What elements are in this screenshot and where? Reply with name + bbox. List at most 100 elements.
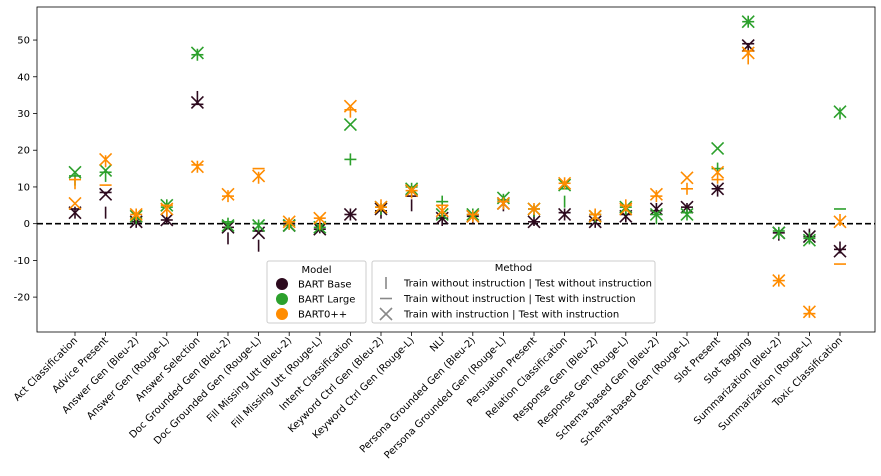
point-bart-base-x-stroke-b bbox=[558, 207, 572, 222]
point-bart-large-x bbox=[711, 141, 725, 155]
point-bart0--x-stroke-b bbox=[343, 99, 357, 113]
y-axis: -20 -10 0 10 20 30 40 50 bbox=[14, 36, 37, 304]
point-bart-base-x-stroke-b bbox=[833, 244, 847, 258]
point-bart0--x-stroke-b bbox=[99, 152, 113, 166]
point-bart0--x-stroke-b bbox=[680, 171, 694, 185]
point-bart-large-x bbox=[190, 46, 204, 60]
y-tick-label: -20 bbox=[14, 293, 30, 304]
point-bart-base-x-stroke-b bbox=[99, 187, 113, 201]
point-bart0--x bbox=[313, 211, 327, 225]
point-bart-base-x bbox=[711, 182, 725, 196]
point-bart0--x bbox=[833, 215, 847, 229]
x-tick-label: NLI bbox=[428, 335, 447, 354]
y-tick-label: 40 bbox=[17, 72, 30, 83]
point-bart0--x bbox=[558, 176, 572, 190]
point-bart0--x-stroke-b bbox=[802, 305, 816, 319]
point-bart0--x bbox=[680, 171, 694, 185]
point-bart0--x-stroke-b bbox=[649, 187, 663, 201]
point-bart0--x-stroke-b bbox=[588, 209, 602, 223]
y-tick-label: 20 bbox=[17, 146, 30, 157]
legend-method-label: Train with instruction | Test with instr… bbox=[403, 310, 619, 321]
point-bart0--x-stroke-b bbox=[160, 202, 174, 216]
point-bart0--x bbox=[405, 184, 419, 198]
point-bart-base-x bbox=[99, 187, 113, 201]
point-bart-large-x bbox=[68, 165, 82, 179]
point-bart0--x bbox=[802, 305, 816, 319]
point-bart0--x bbox=[160, 202, 174, 216]
point-bart-large-x-stroke-b bbox=[649, 207, 663, 222]
legend-method-entries: Train without instruction | Test without… bbox=[379, 277, 652, 321]
legend-method-box bbox=[371, 260, 656, 324]
legend-model-label: BART Large bbox=[298, 295, 355, 306]
point-bart0--x bbox=[496, 196, 510, 211]
point-bart-base-x bbox=[68, 206, 82, 220]
point-bart-large-x bbox=[680, 207, 694, 222]
point-bart0--x bbox=[68, 196, 82, 211]
point-bart0--x-stroke-b bbox=[221, 187, 235, 201]
point-bart0--x bbox=[741, 46, 755, 60]
point-bart-large-x-stroke-b bbox=[190, 46, 204, 60]
point-bart0--x bbox=[129, 207, 143, 222]
point-bart-base-x bbox=[558, 207, 572, 222]
point-bart-large-x-stroke-b bbox=[741, 15, 755, 29]
point-bart0--x-stroke-b bbox=[619, 202, 633, 216]
point-bart0--x bbox=[649, 187, 663, 201]
legend-method-label: Train without instruction | Test without… bbox=[403, 279, 652, 290]
point-bart-base-x bbox=[343, 207, 357, 222]
point-bart0--x-stroke-b bbox=[190, 160, 204, 174]
point-bart-base-x bbox=[649, 202, 663, 216]
legend-model: Model BART Base BART Large BART0++ bbox=[266, 260, 367, 324]
y-tick-label: 10 bbox=[17, 182, 30, 193]
y-tick-label: 0 bbox=[24, 219, 30, 230]
point-bart-large-x bbox=[833, 105, 847, 119]
legend-method: Method Train without instruction | Test … bbox=[371, 260, 656, 324]
point-bart-large-x bbox=[343, 117, 357, 132]
legend-model-box bbox=[266, 260, 367, 324]
point-bart0--x-stroke-b bbox=[129, 207, 143, 222]
point-bart-large-x bbox=[802, 233, 816, 247]
point-bart0--x-stroke-b bbox=[282, 215, 296, 229]
point-bart0--x-stroke-b bbox=[741, 46, 755, 60]
point-bart-base-x-stroke-b bbox=[68, 206, 82, 220]
point-bart0--x-stroke-b bbox=[374, 200, 388, 214]
point-bart0--x-stroke-b bbox=[772, 274, 786, 288]
point-bart-base-x-stroke-b bbox=[160, 213, 174, 227]
point-bart-large-x-stroke-b bbox=[802, 233, 816, 247]
point-bart-base-x-stroke-b bbox=[527, 215, 541, 229]
point-bart-large-x bbox=[252, 218, 266, 233]
legend-model-marker bbox=[276, 293, 288, 305]
point-bart0--x-stroke-b bbox=[496, 196, 510, 211]
point-bart-base-x-stroke-b bbox=[711, 182, 725, 196]
y-tick-label: 50 bbox=[17, 36, 30, 47]
point-bart0--x-stroke-b bbox=[313, 211, 327, 225]
point-bart0--x bbox=[527, 202, 541, 216]
data-points bbox=[68, 15, 847, 319]
legend-method-marker bbox=[379, 307, 393, 321]
point-bart-large-x-stroke-b bbox=[221, 218, 235, 233]
point-bart0--x bbox=[99, 152, 113, 166]
legend-model-entries: BART Base BART Large BART0++ bbox=[276, 278, 355, 321]
point-bart-large-x-stroke-b bbox=[99, 163, 113, 177]
point-bart0--x bbox=[343, 99, 357, 113]
point-bart0--x bbox=[435, 204, 449, 218]
point-bart-base-x-stroke-b bbox=[343, 207, 357, 222]
legend-model-label: BART Base bbox=[298, 280, 352, 291]
point-bart0--x-stroke-b bbox=[68, 196, 82, 211]
point-bart-large-x-stroke-b bbox=[252, 218, 266, 233]
point-bart-large-x-stroke-b bbox=[68, 165, 82, 179]
point-bart-base-x bbox=[190, 95, 204, 110]
y-tick-label: -10 bbox=[14, 256, 30, 267]
legend-model-title: Model bbox=[301, 265, 331, 276]
legend-model-marker bbox=[276, 308, 288, 320]
point-bart-base-x bbox=[160, 213, 174, 227]
y-tick-label: 30 bbox=[17, 109, 30, 120]
point-bart0--x-stroke-b bbox=[252, 169, 266, 183]
point-bart-base-x bbox=[527, 215, 541, 229]
legend-method-label: Train without instruction | Test with in… bbox=[403, 294, 636, 305]
point-bart-large-x-stroke-b bbox=[772, 226, 786, 240]
point-bart-base-x bbox=[833, 244, 847, 258]
legend-model-label: BART0++ bbox=[298, 310, 347, 321]
point-bart-base-x-stroke-b bbox=[649, 202, 663, 216]
